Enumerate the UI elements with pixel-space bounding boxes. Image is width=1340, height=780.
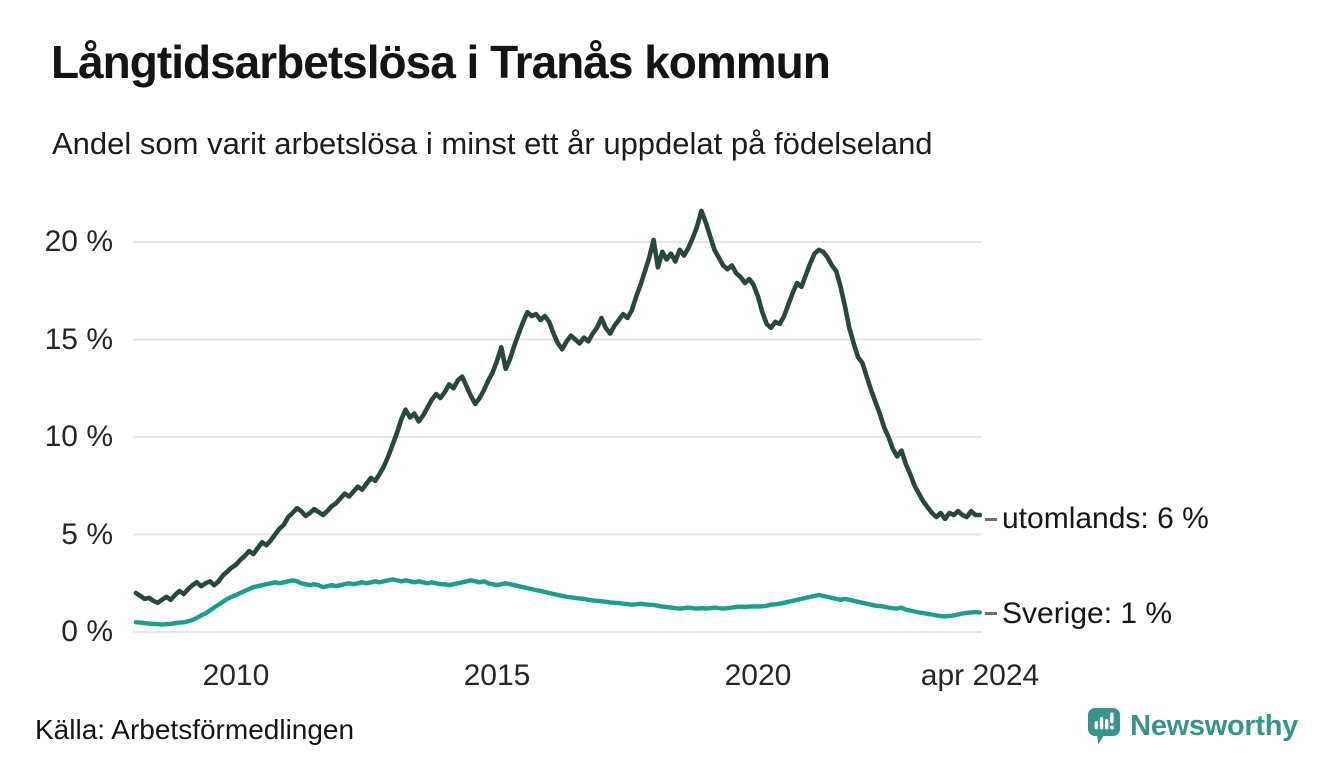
series-label-dash [985,612,997,615]
series-end-label-text: Sverige: 1 % [1002,596,1173,630]
series-line-utomlands [133,208,983,606]
x-axis-tick-label: apr 2024 [920,659,1040,692]
y-axis-tick-label: 15 % [44,322,113,356]
chart-title: Långtidsarbetslösa i Tranås kommun [51,36,831,88]
series-end-label-text: utomlands: 6 % [1002,502,1209,535]
newsworthy-wordmark: Newsworthy [1130,709,1298,742]
series-line-Sverige [133,577,982,627]
source-note: Källa: Arbetsförmedlingen [35,714,355,745]
y-axis-tick-label: 20 % [44,225,113,258]
x-axis-tick-label: 2015 [463,659,531,692]
newsworthy-icon [1088,708,1121,745]
x-axis-tick-label: 2020 [724,659,792,692]
y-axis-tick-label: 0 % [61,615,113,648]
series-end-label-sverige: Sverige: 1 % [985,593,1172,635]
series-end-label-utomlands: utomlands: 6 % [985,498,1209,540]
x-axis: 2010 2015 2020 apr 2024 [0,659,1340,701]
x-axis-tick-label: 2010 [202,659,270,692]
y-axis-tick-label: 10 % [44,420,113,453]
series-label-dash [985,517,997,521]
y-axis-tick-label: 5 % [61,517,113,551]
chart-subtitle: Andel som varit arbetslösa i minst ett å… [52,126,933,161]
y-axis: 0 % 5 % 10 % 15 % 20 % [0,0,113,780]
newsworthy-logo: Newsworthy [1087,706,1298,746]
